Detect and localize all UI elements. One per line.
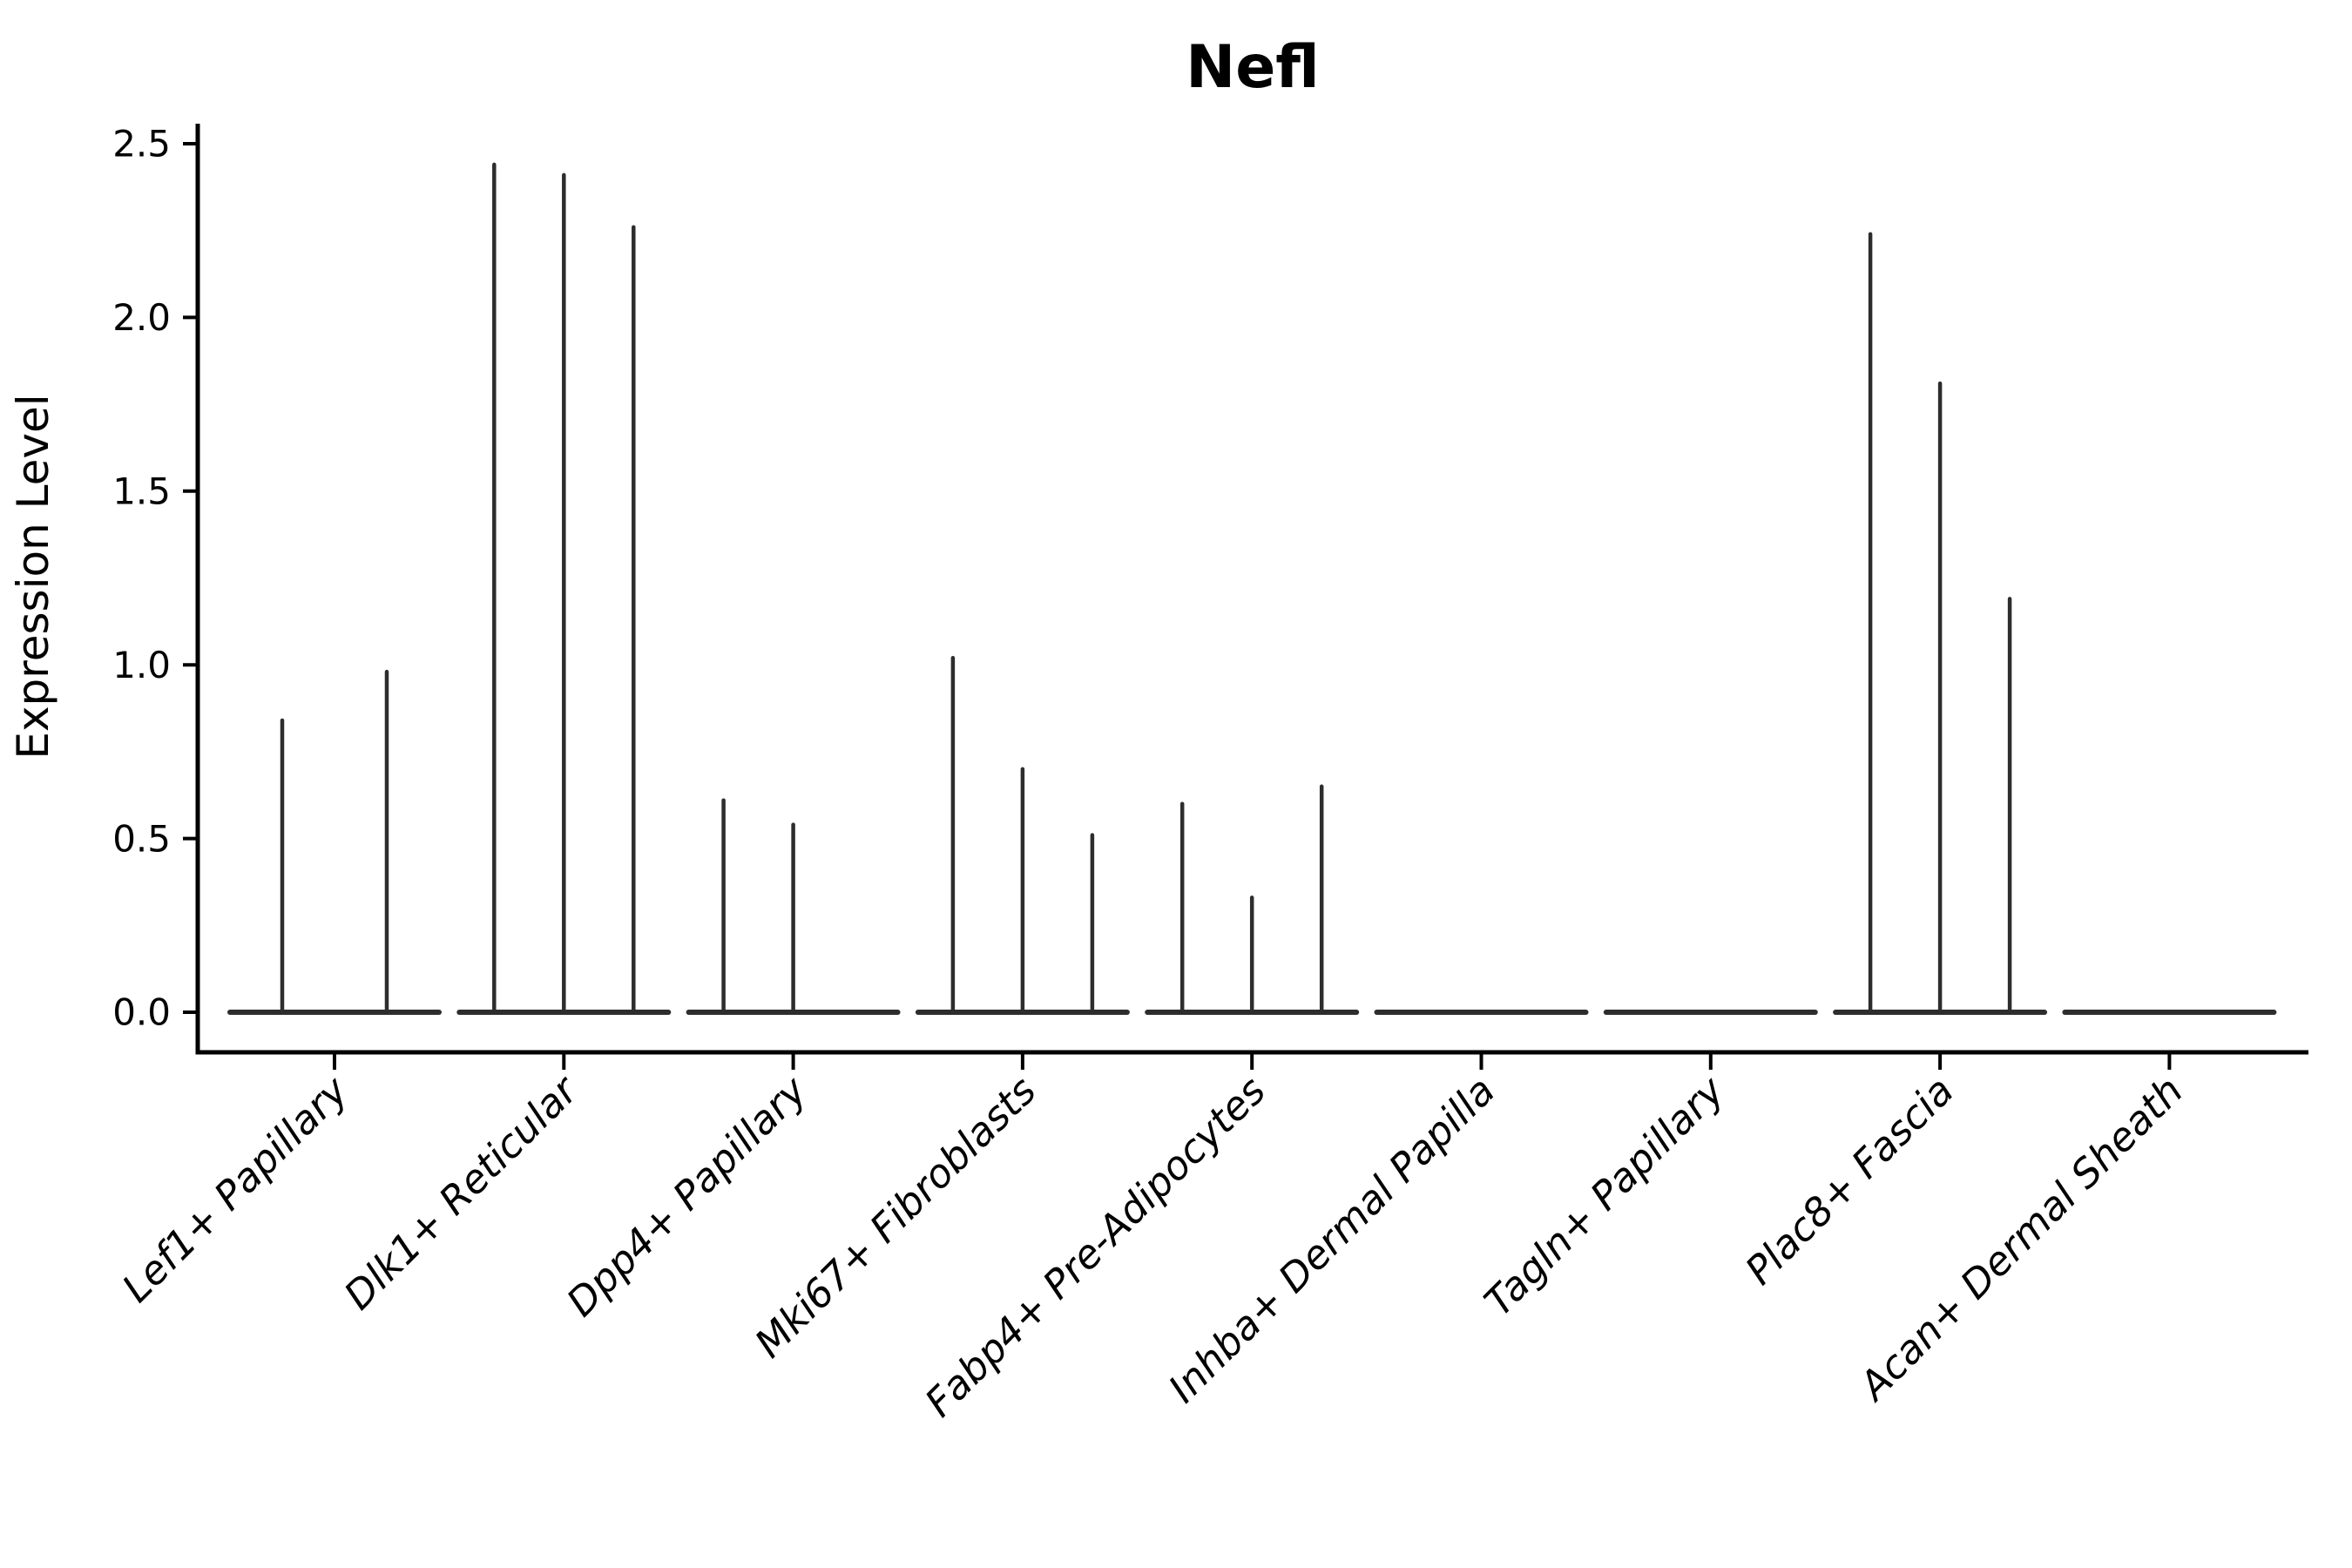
y-tick-label: 1.5 — [112, 470, 171, 513]
x-tick-label: Plac8+ Fascia — [1736, 1067, 1963, 1294]
chart-title: Nefl — [1186, 33, 1319, 102]
x-tick-label: Dlk1+ Reticular — [335, 1066, 588, 1319]
y-tick-label: 0.5 — [112, 817, 171, 860]
y-tick-label: 0.0 — [112, 991, 171, 1034]
violins — [227, 162, 2277, 1015]
y-tick-label: 2.0 — [112, 296, 171, 339]
x-tick-label: Lef1+ Papillary — [113, 1066, 358, 1311]
x-tick-label: Dpp4+ Papillary — [558, 1066, 816, 1325]
y-tick-label: 1.0 — [112, 644, 171, 686]
x-tick-label: Tagln+ Papillary — [1476, 1066, 1734, 1325]
y-tick-label: 2.5 — [112, 123, 171, 166]
axes: 0.0 0.5 1.0 1.5 2.0 2.5 — [112, 123, 2308, 1070]
y-axis-label: Expression Level — [8, 394, 58, 759]
